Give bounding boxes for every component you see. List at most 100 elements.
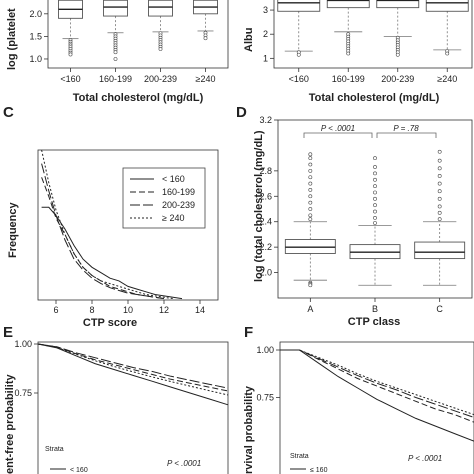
panel-d-ylabel: log (total cholesterol (mg/dL) bbox=[253, 130, 265, 282]
panel-e-pvalue: P < .0001 bbox=[167, 459, 201, 468]
panel-e: ent-free probability Strata P < .0001 < … bbox=[4, 339, 229, 474]
panel-d-outlier bbox=[373, 196, 377, 201]
panel-c-series-line-4 bbox=[41, 149, 174, 300]
panel-d-outlier bbox=[308, 152, 313, 157]
panel-d-box bbox=[414, 241, 466, 260]
panel-a-x-tick-label: 200-239 bbox=[144, 74, 177, 84]
panel-d-x-tick-label: B bbox=[372, 304, 378, 314]
panel-a-box bbox=[103, 0, 128, 17]
panel-d-outlier bbox=[308, 217, 313, 222]
panel-f-series-line-2 bbox=[280, 349, 474, 423]
panel-d-pvalue-1: P < .0001 bbox=[321, 124, 355, 133]
panel-d-outlier bbox=[437, 204, 442, 209]
panel-c-x-tick-label: 6 bbox=[53, 305, 58, 315]
panel-d-xlabel: CTP class bbox=[348, 316, 400, 328]
panel-d-outlier bbox=[308, 194, 313, 199]
panel-c-series-line-1 bbox=[41, 206, 183, 300]
panel-d-outlier bbox=[308, 200, 313, 205]
panel-d-bracket-2 bbox=[376, 132, 437, 138]
panel-c-xlabel: CTP score bbox=[83, 317, 137, 329]
panel-d-outlier bbox=[437, 210, 442, 215]
panel-a-ylabel: log (platelet bbox=[6, 8, 18, 70]
panel-d-outlier bbox=[437, 166, 442, 171]
panel-d-y-tick-label: 2.8 bbox=[259, 166, 272, 176]
panel-a-x-tick-label: <160 bbox=[60, 74, 80, 84]
panel-c-x-tick-label: 12 bbox=[159, 305, 169, 315]
panel-c-series-line-3 bbox=[41, 163, 165, 300]
legend-entry-2: 160-199 bbox=[130, 187, 195, 197]
panel-b-y-tick-label: 3 bbox=[263, 5, 268, 15]
panel-b-y-tick-label: 2 bbox=[263, 29, 268, 39]
panel-f-y-tick-label: 1.00 bbox=[256, 345, 274, 355]
panel-label-e: E bbox=[3, 324, 13, 341]
panel-d-y-tick-label: 2.0 bbox=[259, 268, 272, 278]
panel-b-y-tick-label: 1 bbox=[263, 53, 268, 63]
panel-d-outlier bbox=[373, 177, 377, 182]
panel-a: log (platelet Total cholesterol (mg/dL) … bbox=[6, 0, 229, 104]
panel-a-x-tick-label: ≥240 bbox=[196, 74, 216, 84]
panel-b-frame bbox=[273, 0, 473, 69]
panel-d-outlier bbox=[308, 283, 313, 288]
panel-c-x-tick-label: 10 bbox=[123, 305, 133, 315]
panel-f-pvalue: P < .0001 bbox=[408, 454, 442, 463]
panel-d-outlier bbox=[373, 165, 377, 169]
panel-a-y-tick-label: 1.5 bbox=[29, 31, 42, 41]
panel-d-outlier bbox=[373, 184, 377, 189]
panel-e-legend-label: < 160 bbox=[70, 467, 88, 474]
panel-d-outlier bbox=[308, 213, 313, 218]
panel-f-strata-label: Strata bbox=[290, 453, 309, 460]
panel-d-outlier bbox=[373, 203, 377, 208]
panel-c-legend bbox=[122, 167, 206, 229]
panel-e-frame bbox=[37, 341, 229, 474]
panel-d-y-tick-label: 2.2 bbox=[259, 242, 272, 252]
panel-d-outlier bbox=[308, 175, 313, 180]
panel-d-pvalue-2: P = .78 bbox=[393, 124, 419, 133]
panel-b-outlier bbox=[395, 52, 400, 57]
panel-b-x-tick-label: 200-239 bbox=[381, 74, 414, 84]
panel-d-outlier bbox=[308, 168, 313, 173]
panel-d-outlier bbox=[437, 196, 442, 201]
panel-e-y-tick-label: 1.00 bbox=[14, 339, 32, 349]
panel-e-series-line-4 bbox=[37, 343, 229, 396]
legend-label-3: 200-239 bbox=[162, 200, 195, 210]
panel-a-box bbox=[148, 0, 173, 17]
panel-f-y-tick-label: 0.75 bbox=[256, 393, 274, 403]
panel-a-frame bbox=[47, 0, 229, 69]
panel-d-outlier bbox=[437, 174, 442, 178]
panel-e-series-line-3 bbox=[37, 343, 229, 389]
panel-b-outlier bbox=[346, 51, 351, 56]
legend-label-2: 160-199 bbox=[162, 187, 195, 197]
panel-b-box bbox=[277, 0, 321, 12]
panel-d-outlier bbox=[373, 171, 377, 176]
panel-a-outlier bbox=[113, 57, 118, 61]
panel-d-outlier bbox=[308, 181, 313, 186]
panel-e-y-tick-label: 0.75 bbox=[14, 388, 32, 398]
panel-d-outlier bbox=[373, 221, 377, 225]
panel-b-x-tick-label: ≥240 bbox=[437, 74, 457, 84]
panel-d-outlier bbox=[308, 156, 313, 161]
panel-e-series-line-1 bbox=[37, 343, 229, 406]
panel-d-outlier bbox=[437, 189, 442, 194]
legend-label-1: < 160 bbox=[162, 174, 185, 184]
panel-e-ylabel: ent-free probability bbox=[4, 373, 16, 474]
panel-b-box bbox=[326, 0, 370, 9]
panel-f-frame bbox=[279, 341, 474, 474]
panel-f: rvival probability Strata P < .0001 ≤ 16… bbox=[243, 341, 474, 474]
panel-b: Albu Total cholesterol (mg/dL) <160 160-1… bbox=[243, 0, 473, 104]
panel-b-outlier bbox=[445, 51, 450, 56]
panel-d-outlier bbox=[308, 162, 313, 167]
panel-d-y-tick-label: 2.6 bbox=[259, 191, 272, 201]
panel-a-y-tick-label: 1.0 bbox=[29, 54, 42, 64]
panel-c: Frequency CTP score < 160 160-199 200-23… bbox=[7, 149, 219, 329]
panel-d-y-tick-label: 2.4 bbox=[259, 217, 272, 227]
panel-d-x-tick-label: A bbox=[307, 304, 313, 314]
panel-d-outlier bbox=[437, 217, 442, 222]
panel-c-x-tick-label: 8 bbox=[89, 305, 94, 315]
panel-a-xlabel: Total cholesterol (mg/dL) bbox=[73, 92, 204, 104]
panel-d-x-tick-label: C bbox=[436, 304, 443, 314]
panel-a-y-tick-label: 2.0 bbox=[29, 9, 42, 19]
panel-a-outlier bbox=[68, 52, 73, 57]
legend-label-4: ≥ 240 bbox=[162, 213, 184, 223]
panel-d-outlier bbox=[373, 190, 377, 195]
